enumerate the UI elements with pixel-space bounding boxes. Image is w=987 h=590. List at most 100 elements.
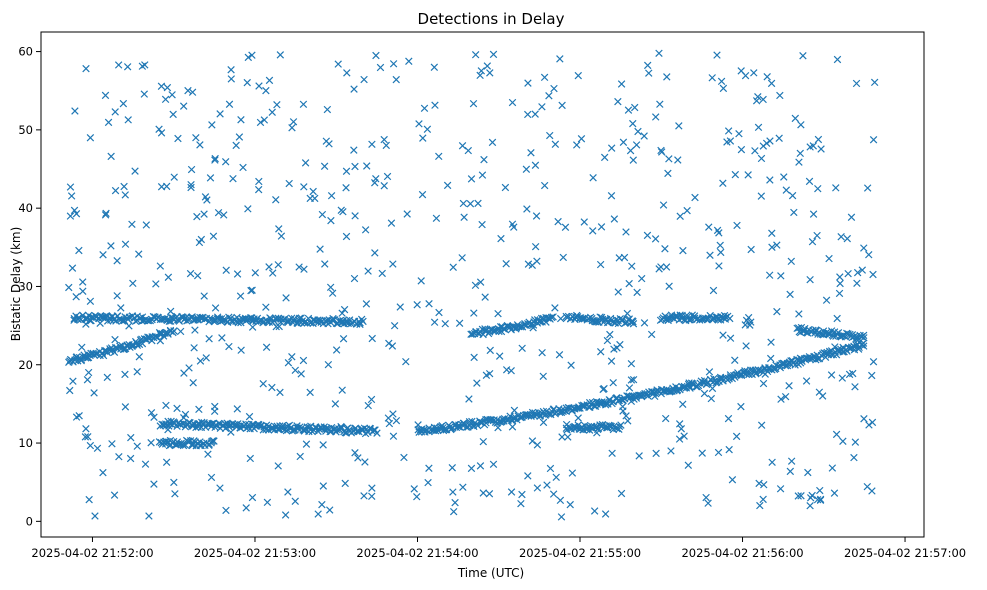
detection-point: [540, 181, 549, 190]
detection-point: [237, 116, 245, 124]
detection-point: [486, 69, 494, 77]
detection-point: [545, 92, 553, 100]
detection-point: [538, 348, 546, 357]
detection-point: [156, 262, 165, 270]
detection-point: [661, 414, 670, 423]
detection-point: [596, 399, 605, 407]
detection-point: [236, 292, 245, 300]
detection-point: [319, 482, 328, 490]
detection-point: [825, 254, 833, 263]
detection-point: [837, 233, 845, 241]
detection-point: [568, 469, 577, 477]
detection-point: [322, 137, 331, 145]
detection-point: [640, 319, 649, 327]
detection-point: [413, 300, 421, 309]
detection-point: [341, 479, 349, 488]
detection-point: [474, 199, 482, 208]
detection-point: [272, 196, 280, 204]
detection-point: [459, 483, 467, 491]
detection-point: [794, 492, 802, 500]
detection-point: [851, 438, 860, 446]
detection-point: [787, 457, 796, 465]
detection-point: [768, 458, 776, 467]
detection-point: [75, 246, 83, 255]
detection-point: [221, 158, 230, 166]
detection-point: [288, 124, 296, 132]
detection-point: [418, 190, 427, 199]
detection-point: [572, 311, 581, 320]
detection-point: [338, 386, 346, 394]
detection-point: [630, 103, 639, 112]
detection-point: [777, 395, 785, 403]
detection-point: [121, 370, 129, 379]
detection-point: [757, 154, 766, 163]
detection-point: [327, 191, 336, 200]
detection-point: [435, 152, 443, 161]
detection-point: [110, 491, 119, 499]
detection-point: [68, 264, 77, 272]
y-axis-label: Bistatic Delay (km): [9, 227, 23, 342]
detection-point: [265, 263, 273, 271]
detection-point: [820, 349, 828, 357]
detection-point: [579, 314, 587, 323]
detection-point: [187, 165, 196, 174]
detection-point: [754, 123, 763, 132]
detection-point: [528, 437, 537, 445]
detection-point: [715, 229, 723, 237]
detection-point: [804, 468, 812, 477]
detection-point: [342, 167, 351, 175]
detection-point: [625, 279, 633, 288]
detection-point: [284, 359, 293, 367]
detection-point: [726, 334, 735, 342]
detection-point: [133, 341, 142, 349]
detection-point: [816, 486, 824, 495]
detection-point: [767, 79, 776, 88]
detection-point: [865, 421, 873, 429]
detection-point: [815, 388, 824, 396]
detection-point: [361, 458, 369, 466]
detection-point: [431, 101, 439, 109]
detection-point: [744, 171, 752, 179]
detection-point: [268, 269, 277, 277]
detection-point: [179, 102, 188, 110]
detection-point: [702, 493, 710, 502]
detection-point: [242, 317, 250, 325]
detection-point: [480, 155, 488, 164]
detection-point: [600, 384, 608, 393]
detection-point: [66, 212, 75, 220]
detection-point: [324, 360, 333, 369]
detection-point: [210, 437, 218, 445]
detection-point: [776, 91, 784, 100]
detection-point: [69, 377, 77, 385]
detection-point: [635, 452, 643, 460]
detection-point: [726, 137, 735, 145]
detection-point: [467, 175, 476, 183]
detection-point: [629, 119, 637, 128]
detection-point: [574, 414, 582, 422]
detection-point: [78, 278, 87, 286]
detection-point: [147, 439, 155, 447]
detection-point: [432, 214, 441, 223]
detection-point: [531, 242, 540, 251]
detection-point: [164, 425, 172, 434]
detection-point: [339, 207, 347, 216]
detection-point: [200, 292, 208, 300]
detection-point: [202, 354, 210, 362]
detection-point: [510, 223, 518, 231]
detection-point: [114, 61, 123, 69]
detection-point: [284, 488, 292, 496]
detection-point: [476, 462, 485, 470]
detection-point: [524, 472, 532, 480]
detection-point: [362, 300, 371, 308]
detection-point: [222, 266, 230, 274]
detection-point: [227, 428, 235, 436]
detection-point: [451, 498, 459, 507]
detection-point: [414, 421, 422, 429]
detection-point: [193, 212, 201, 221]
detection-point: [556, 496, 565, 505]
detection-point: [700, 389, 709, 398]
detection-point: [806, 501, 814, 510]
detection-point: [338, 309, 346, 317]
detection-point: [651, 392, 659, 401]
detection-point: [262, 343, 271, 351]
